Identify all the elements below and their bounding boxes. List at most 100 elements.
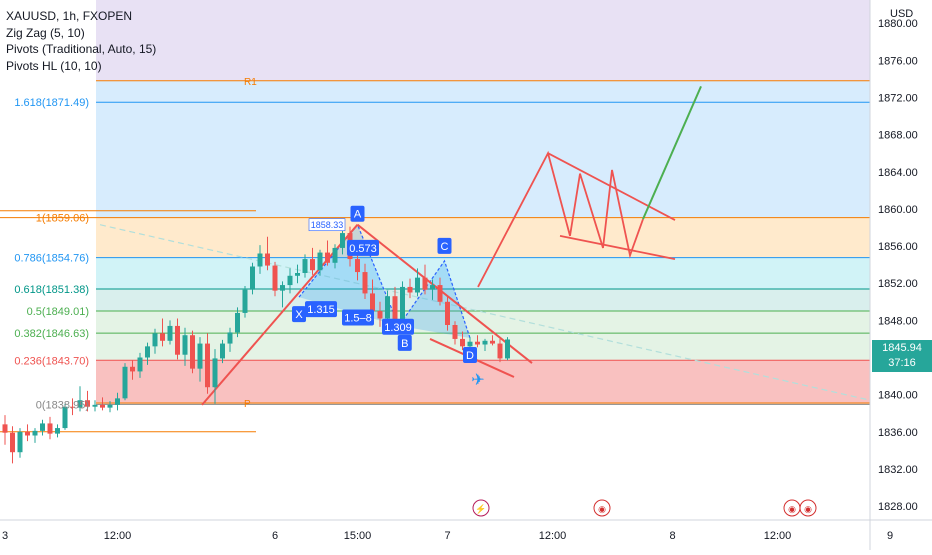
fib-label: 1(1859.06) [36,213,89,225]
support-trendline [201,224,359,406]
indicator-zigzag[interactable]: Zig Zag (5, 10) [6,25,85,40]
event-flag-us-icon [593,499,611,517]
candle-body [482,340,488,345]
harmonic-point-label: C [441,241,449,253]
candle-body [407,286,413,293]
harmonic-ratio-box [305,301,337,318]
candle-body [265,253,270,266]
candle-body [467,341,473,347]
candle-body [437,285,443,302]
y-tick-label: 1860.00 [878,204,918,216]
candle-body [362,272,368,294]
candle-body [287,275,293,286]
candle-body [145,346,150,358]
y-tick-label: 1880.00 [878,18,918,30]
harmonic-point-label: A [354,209,362,221]
harmonic-bcd-fill [398,260,470,338]
harmonic-point-box [292,306,306,323]
y-tick-label: 1828.00 [878,501,918,513]
candle-body [370,293,375,312]
candle-body [280,285,285,291]
candle-body [302,259,308,273]
pennant-upper-line [547,152,676,221]
x-tick-label: 9 [887,530,893,542]
harmonic-ratio-box [347,239,379,256]
last-price-tag: 1845.94 37:16 [872,340,932,372]
candle-body [340,233,345,248]
candle-body [212,358,218,388]
candle-body [190,335,195,369]
event-flag-us-icon-glyph: ◉ [788,504,796,514]
candle-body [77,400,83,408]
bar-countdown: 37:16 [888,357,916,369]
pivot-label: P [244,399,251,410]
candle-body [2,424,8,433]
candle-body [257,253,263,267]
harmonic-point-label: X [295,309,303,321]
candle-body [385,296,390,319]
harmonic-ratio-label: 1.315 [307,304,335,316]
candle-body [272,265,278,291]
event-flag-us-icon [799,499,817,517]
plane-icon: ✈ [471,372,484,389]
fib-band [96,360,870,405]
y-tick-label: 1872.00 [878,93,918,105]
fib-band [96,310,870,334]
harmonic-ratio-label: 1.5–8 [344,313,372,325]
y-tick-label: 1876.00 [878,55,918,67]
y-tick-label: 1856.00 [878,241,918,253]
y-tick-label: 1832.00 [878,464,918,476]
candle-body [32,430,38,436]
candle-body [445,301,450,325]
candle-body [107,404,113,408]
y-tick-label: 1836.00 [878,427,918,439]
candle-body [392,296,398,325]
fib-label: 1.618(1871.49) [14,97,89,109]
x-tick-label: 12:00 [764,530,792,542]
candle-body [17,431,23,453]
candle-body [220,343,225,359]
fib-label: 0.236(1843.70) [14,355,89,367]
last-price: 1845.94 [882,342,922,354]
a-price-box [308,218,346,232]
harmonic-ratio-box [342,309,374,326]
candle-body [197,343,203,369]
candle-body [85,400,90,407]
candle-body [130,366,135,372]
x-tick-label: 3 [2,530,8,542]
harmonic-point-label: D [466,350,474,362]
symbol-title[interactable]: XAUUSD, 1h, FXOPEN [6,9,133,23]
fib-label: 0.786(1854.76) [14,253,89,265]
fib-label: 0(1838.95) [36,399,89,411]
candle-body [332,247,338,263]
fib-band [96,102,870,218]
pivot-label: R1 [244,77,257,88]
candle-body [250,266,255,290]
event-lightning-icon-glyph: ⚡ [475,503,486,515]
candle-body [152,333,158,347]
candle-body [317,252,323,271]
candle-body [460,338,465,347]
fib-band [96,333,870,361]
fib-label: 0.5(1849.01) [27,306,89,318]
x-tick-label: 7 [444,530,450,542]
candle-body [100,404,105,408]
projection-zigzag [477,150,644,288]
candle-body [235,312,240,333]
candle-body [205,343,210,388]
candle-body [497,343,503,359]
candle-body [355,259,360,273]
candle-body [325,252,330,263]
harmonic-point-box [397,334,412,351]
fib-band [96,288,870,311]
indicator-pivots-hl[interactable]: Pivots HL (10, 10) [6,58,102,73]
candle-body [92,404,98,407]
y-tick-label: 1848.00 [878,315,918,327]
indicator-pivots[interactable]: Pivots (Traditional, Auto, 15) [6,42,157,56]
candle-body [10,432,15,453]
x-tick-label: 12:00 [104,530,132,542]
candle-body [25,431,30,436]
fib-band [96,80,870,103]
